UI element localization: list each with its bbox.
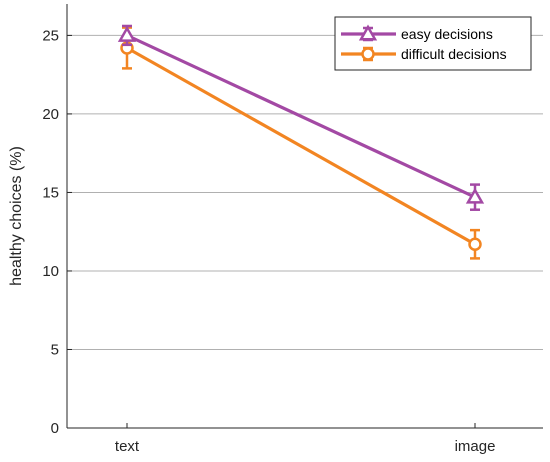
legend-label: easy decisions (401, 26, 493, 42)
legend: easy decisions difficult decisions (334, 16, 532, 71)
plot-background (67, 4, 543, 428)
circle-marker (361, 47, 375, 61)
circle-marker (468, 237, 482, 252)
x-tick-label: image (455, 438, 496, 455)
y-tick-label: 25 (42, 27, 59, 44)
y-axis-label: healthy choices (%) (8, 146, 25, 286)
series-layer (117, 24, 485, 260)
legend-label: difficult decisions (401, 46, 507, 62)
y-tick-label: 10 (42, 263, 59, 280)
legend-entry: difficult decisions (341, 46, 507, 62)
y-tick-label: 15 (42, 184, 59, 201)
series-easy (117, 24, 485, 211)
y-tick-label: 0 (51, 420, 59, 437)
axes-layer (66, 4, 543, 429)
ticks-layer: 0 5 10 15 20 25 text image (42, 27, 495, 455)
x-tick-label: text (115, 438, 140, 455)
legend-box (334, 16, 532, 71)
y-tick-label: 5 (51, 341, 59, 358)
legend-entry: easy decisions (341, 24, 493, 42)
series-line (126, 46, 476, 246)
y-tick-label: 20 (42, 106, 59, 123)
triangle-marker (358, 24, 378, 41)
triangle-marker (117, 25, 137, 42)
series-line (126, 33, 476, 199)
triangle-marker (465, 187, 485, 204)
